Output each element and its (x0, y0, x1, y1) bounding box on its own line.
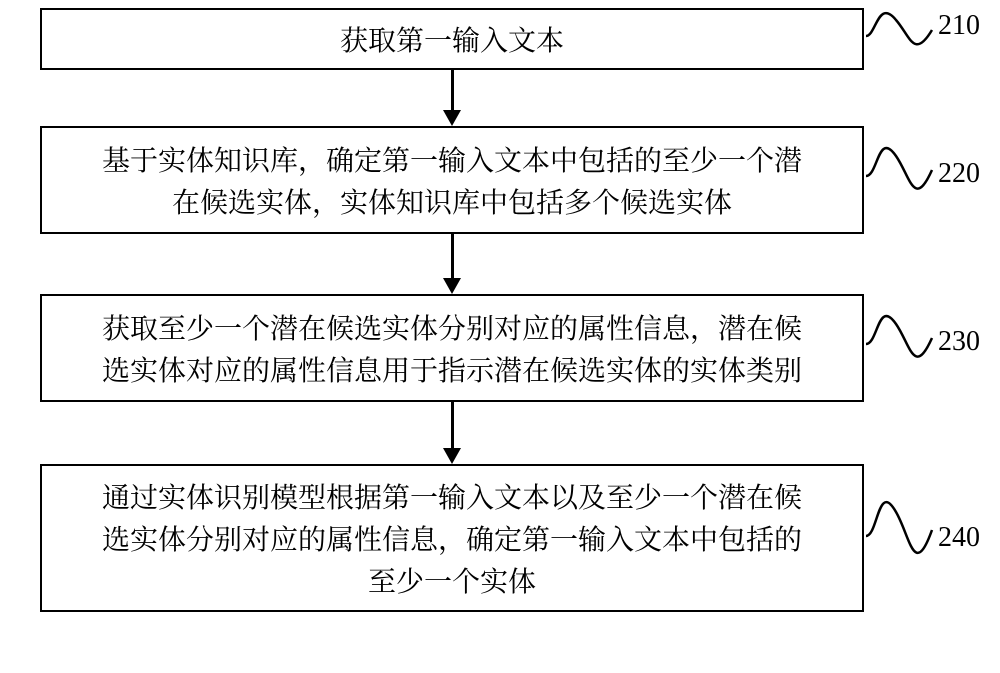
step-text-230: 获取至少一个潜在候选实体分别对应的属性信息，潜在候 选实体对应的属性信息用于指示… (84, 306, 820, 390)
curly-brace-230 (864, 304, 936, 384)
arrow-head-2 (443, 278, 461, 294)
arrow-line-3 (451, 402, 454, 448)
step-text-220: 基于实体知识库，确定第一输入文本中包括的至少一个潜 在候选实体，实体知识库中包括… (84, 138, 820, 222)
step-box-210: 获取第一输入文本 (40, 8, 864, 70)
step-text-210: 获取第一输入文本 (322, 18, 582, 60)
step-box-240: 通过实体识别模型根据第一输入文本以及至少一个潜在候 选实体分别对应的属性信息，确… (40, 464, 864, 612)
step-label-220: 220 (938, 158, 980, 190)
step-label-210: 210 (938, 10, 980, 42)
step-text-240: 通过实体识别模型根据第一输入文本以及至少一个潜在候 选实体分别对应的属性信息，确… (84, 475, 820, 601)
arrow-head-3 (443, 448, 461, 464)
arrow-head-1 (443, 110, 461, 126)
step-label-230: 230 (938, 326, 980, 358)
arrow-line-2 (451, 234, 454, 278)
step-box-220: 基于实体知识库，确定第一输入文本中包括的至少一个潜 在候选实体，实体知识库中包括… (40, 126, 864, 234)
arrow-line-1 (451, 70, 454, 110)
curly-brace-240 (864, 486, 936, 586)
step-label-240: 240 (938, 522, 980, 554)
curly-brace-210 (864, 6, 936, 66)
flowchart-canvas: 获取第一输入文本 210 基于实体知识库，确定第一输入文本中包括的至少一个潜 在… (0, 0, 1000, 673)
curly-brace-220 (864, 136, 936, 216)
step-box-230: 获取至少一个潜在候选实体分别对应的属性信息，潜在候 选实体对应的属性信息用于指示… (40, 294, 864, 402)
